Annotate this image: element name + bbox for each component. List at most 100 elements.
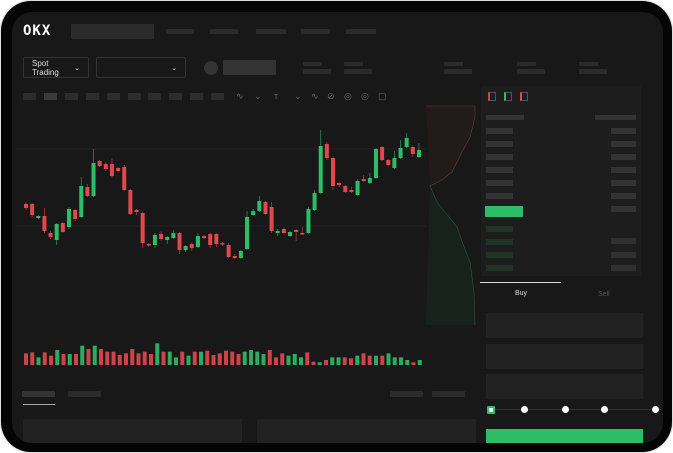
volume-bar bbox=[167, 351, 172, 365]
volume-bar bbox=[49, 355, 53, 365]
volume-bar bbox=[374, 355, 378, 365]
volume-bar bbox=[124, 353, 128, 365]
slider-mark-25[interactable] bbox=[521, 406, 528, 413]
last-price bbox=[485, 206, 523, 217]
slider-handle[interactable] bbox=[487, 406, 495, 414]
volume-bar bbox=[230, 351, 235, 365]
candlestick-chart[interactable] bbox=[12, 12, 482, 382]
timeframe-button[interactable] bbox=[190, 93, 203, 100]
ruler-icon[interactable]: ⊘ bbox=[327, 91, 335, 101]
buy-button[interactable] bbox=[486, 429, 643, 443]
volume-bar bbox=[86, 349, 91, 365]
nav-item[interactable] bbox=[166, 29, 194, 34]
candle bbox=[288, 232, 293, 236]
volume-bar bbox=[136, 353, 141, 365]
volume-bar bbox=[311, 361, 316, 365]
line-tool-icon[interactable]: ∿ bbox=[236, 91, 244, 101]
timeframe-button[interactable] bbox=[148, 93, 161, 100]
volume-bar bbox=[205, 350, 210, 365]
stat-value bbox=[517, 69, 545, 74]
volume-bar bbox=[142, 351, 147, 365]
history-tab[interactable] bbox=[68, 391, 101, 397]
candle bbox=[245, 217, 250, 249]
filter-button[interactable] bbox=[390, 391, 423, 397]
bid-amount bbox=[611, 238, 636, 244]
stat-value bbox=[579, 69, 607, 74]
trading-mode-dropdown[interactable]: Spot Trading ⌄ bbox=[23, 57, 89, 78]
filter-button[interactable] bbox=[432, 391, 465, 397]
candle bbox=[257, 201, 262, 211]
ask-amount bbox=[611, 141, 636, 147]
camera-icon[interactable]: ◎ bbox=[344, 91, 352, 101]
coin-avatar bbox=[204, 61, 218, 75]
slider-mark-100[interactable] bbox=[652, 406, 659, 413]
bid-price bbox=[486, 239, 513, 245]
candle bbox=[42, 216, 47, 231]
candle bbox=[263, 202, 268, 214]
candle bbox=[195, 236, 200, 247]
candle bbox=[202, 236, 207, 238]
candle bbox=[140, 213, 145, 243]
volume-bar bbox=[299, 357, 303, 365]
settings-icon[interactable]: ◎ bbox=[361, 91, 369, 101]
candle bbox=[165, 237, 170, 240]
sell-tab[interactable]: Sell bbox=[598, 291, 610, 298]
timeframe-button[interactable] bbox=[23, 93, 36, 100]
candle bbox=[306, 209, 311, 233]
price-input[interactable] bbox=[486, 313, 643, 338]
volume-bar bbox=[342, 357, 347, 365]
timeframe-button[interactable] bbox=[128, 93, 141, 100]
stat-label bbox=[444, 62, 463, 66]
candle bbox=[189, 244, 194, 248]
volume-bar bbox=[330, 357, 335, 365]
slider-mark-75[interactable] bbox=[601, 406, 608, 413]
amount-input[interactable] bbox=[486, 344, 643, 369]
volume-bar bbox=[261, 354, 266, 365]
total-input[interactable] bbox=[486, 374, 643, 399]
timeframe-button[interactable] bbox=[169, 93, 182, 100]
buy-tab[interactable]: Buy bbox=[515, 290, 528, 297]
asks-only-icon[interactable] bbox=[520, 92, 528, 101]
timeframe-button[interactable] bbox=[65, 93, 78, 100]
slider-track[interactable] bbox=[491, 409, 661, 410]
nav-item[interactable] bbox=[256, 29, 286, 34]
text-tool-icon[interactable]: т bbox=[274, 91, 279, 101]
bid-price bbox=[486, 252, 513, 258]
pair-dropdown[interactable]: ⌄ bbox=[96, 57, 186, 78]
candle bbox=[220, 243, 225, 245]
chevron-icon[interactable]: ⌄ bbox=[294, 91, 302, 101]
candle bbox=[54, 224, 59, 240]
nav-item[interactable] bbox=[301, 29, 330, 34]
volume-bar bbox=[42, 352, 47, 365]
fullscreen-icon[interactable]: ▢ bbox=[378, 91, 387, 101]
timeframe-button[interactable] bbox=[211, 93, 224, 100]
search-bar[interactable] bbox=[71, 24, 154, 39]
candle bbox=[159, 234, 164, 239]
slider-mark-50[interactable] bbox=[562, 406, 569, 413]
okx-logo[interactable]: OKX bbox=[23, 23, 52, 39]
candle bbox=[208, 234, 213, 245]
wave-icon[interactable]: ∿ bbox=[311, 91, 319, 101]
volume-bar bbox=[274, 357, 278, 365]
volume-bar bbox=[324, 360, 328, 365]
timeframe-button[interactable] bbox=[86, 93, 99, 100]
orders-tab-active[interactable] bbox=[22, 391, 55, 397]
candle bbox=[324, 144, 329, 158]
timeframe-button-active[interactable] bbox=[44, 93, 57, 100]
both-sides-icon[interactable] bbox=[488, 92, 496, 101]
volume-bar bbox=[55, 350, 60, 365]
candle bbox=[361, 179, 366, 181]
nav-item[interactable] bbox=[346, 29, 376, 34]
nav-item[interactable] bbox=[210, 29, 238, 34]
cursor-icon[interactable]: ⌄ bbox=[254, 91, 262, 101]
volume-bar bbox=[336, 357, 341, 365]
timeframe-button[interactable] bbox=[107, 93, 120, 100]
candle bbox=[398, 148, 403, 158]
volume-bar bbox=[411, 362, 416, 365]
ask-amount bbox=[611, 128, 636, 134]
candle bbox=[343, 186, 348, 192]
volume-bar bbox=[24, 353, 28, 365]
bids-only-icon[interactable] bbox=[504, 92, 512, 101]
candle bbox=[85, 187, 90, 196]
